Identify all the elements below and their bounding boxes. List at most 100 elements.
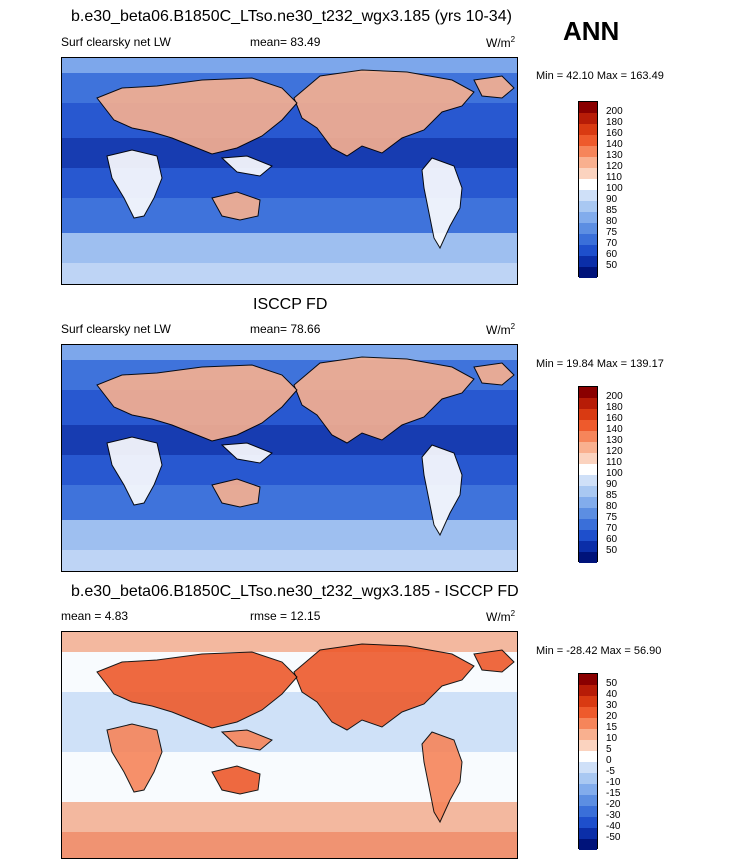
colorbar-swatch — [579, 157, 597, 168]
panel-1-units: W/m2 — [486, 35, 516, 50]
colorbar-swatch — [579, 740, 597, 751]
panel-1-map — [61, 57, 518, 285]
colorbar-swatch — [579, 519, 597, 530]
colorbar-swatch — [579, 773, 597, 784]
colorbar-tick-label: 10 — [606, 733, 618, 744]
colorbar-tick-label: 90 — [606, 479, 618, 490]
colorbar-swatches — [578, 101, 598, 278]
panel-1-min-max: Min = 42.10 Max = 163.49 — [536, 70, 664, 82]
panel-3-title: b.e30_beta06.B1850C_LTso.ne30_t232_wgx3.… — [71, 583, 519, 600]
colorbar-swatch — [579, 817, 597, 828]
colorbar-tick-label: 110 — [606, 457, 622, 468]
colorbar-swatch — [579, 552, 597, 563]
colorbar-tick-label: 110 — [606, 172, 622, 183]
colorbar-swatch — [579, 497, 597, 508]
colorbar-tick-label: -10 — [606, 777, 621, 788]
panel-2-min-max: Min = 19.84 Max = 139.17 — [536, 358, 664, 370]
colorbar-swatch — [579, 464, 597, 475]
panel-2-units: W/m2 — [486, 322, 516, 337]
colorbar-tick-label: 100 — [606, 468, 623, 479]
colorbar-tick-label: 20 — [606, 711, 618, 722]
colorbar-swatch — [579, 751, 597, 762]
colorbar-swatch — [579, 541, 597, 552]
colorbar-swatch — [579, 685, 597, 696]
colorbar-tick-label: 50 — [606, 545, 618, 556]
colorbar-tick-label: 80 — [606, 501, 618, 512]
colorbar-swatch — [579, 729, 597, 740]
colorbar-swatch — [579, 201, 597, 212]
colorbar-swatch — [579, 762, 597, 773]
colorbar-swatch — [579, 179, 597, 190]
colorbar-tick-label: 15 — [606, 722, 618, 733]
colorbar-swatch — [579, 168, 597, 179]
colorbar-swatch — [579, 398, 597, 409]
colorbar-swatch — [579, 135, 597, 146]
colorbar-swatch — [579, 431, 597, 442]
colorbar-tick-label: 30 — [606, 700, 618, 711]
colorbar-tick-label: 50 — [606, 260, 618, 271]
colorbar-swatch — [579, 245, 597, 256]
colorbar-swatch — [579, 486, 597, 497]
colorbar-tick-label: 130 — [606, 435, 623, 446]
panel-3-map — [61, 631, 518, 859]
colorbar-tick-label: 0 — [606, 755, 612, 766]
colorbar-swatch — [579, 387, 597, 398]
colorbar-tick-label: 180 — [606, 402, 623, 413]
colorbar-swatch — [579, 839, 597, 850]
colorbar-swatch — [579, 828, 597, 839]
colorbar-tick-label: 100 — [606, 183, 623, 194]
colorbar-swatch — [579, 442, 597, 453]
colorbar-tick-label: -40 — [606, 821, 621, 832]
colorbar-swatches — [578, 673, 598, 850]
colorbar-swatch — [579, 223, 597, 234]
panel-3-min-max: Min = -28.42 Max = 56.90 — [536, 645, 662, 657]
panel-3-rmse-label: rmse = 12.15 — [250, 609, 321, 623]
colorbar-swatch — [579, 113, 597, 124]
colorbar-swatch — [579, 420, 597, 431]
colorbar-tick-label: 90 — [606, 194, 618, 205]
colorbar-tick-label: 200 — [606, 391, 623, 402]
colorbar-swatch — [579, 212, 597, 223]
colorbar-swatches — [578, 386, 598, 563]
colorbar-tick-label: 75 — [606, 512, 618, 523]
colorbar-swatch — [579, 453, 597, 464]
colorbar-swatch — [579, 784, 597, 795]
colorbar-tick-label: 60 — [606, 249, 618, 260]
panel-2-mean-label: mean= 78.66 — [250, 322, 321, 336]
colorbar-tick-label: 160 — [606, 413, 623, 424]
colorbar-swatch — [579, 696, 597, 707]
colorbar-tick-label: -30 — [606, 810, 621, 821]
colorbar-swatch — [579, 718, 597, 729]
colorbar-tick-label: 5 — [606, 744, 612, 755]
colorbar-swatch — [579, 508, 597, 519]
colorbar-swatch — [579, 146, 597, 157]
panel-2-title: ISCCP FD — [253, 296, 328, 313]
colorbar-swatch — [579, 475, 597, 486]
colorbar-tick-label: 200 — [606, 106, 623, 117]
colorbar-swatch — [579, 707, 597, 718]
colorbar-swatch — [579, 102, 597, 113]
colorbar-swatch — [579, 409, 597, 420]
colorbar-tick-label: -15 — [606, 788, 621, 799]
panel-2-variable-label: Surf clearsky net LW — [61, 322, 171, 336]
colorbar-swatch — [579, 190, 597, 201]
colorbar-tick-label: 75 — [606, 227, 618, 238]
panel-1-mean-label: mean= 83.49 — [250, 35, 321, 49]
colorbar-swatch — [579, 234, 597, 245]
colorbar-tick-label: 85 — [606, 205, 618, 216]
panel-3-units: W/m2 — [486, 609, 516, 624]
colorbar-swatch — [579, 530, 597, 541]
colorbar-tick-label: 50 — [606, 678, 618, 689]
colorbar-swatch — [579, 256, 597, 267]
colorbar-tick-label: 80 — [606, 216, 618, 227]
colorbar-tick-label: 140 — [606, 139, 623, 150]
season-label: ANN — [563, 16, 620, 46]
colorbar-tick-label: 140 — [606, 424, 623, 435]
colorbar-tick-label: 70 — [606, 523, 618, 534]
panel-1-title: b.e30_beta06.B1850C_LTso.ne30_t232_wgx3.… — [71, 8, 512, 25]
colorbar-tick-label: -5 — [606, 766, 615, 777]
panel-1-variable-label: Surf clearsky net LW — [61, 35, 171, 49]
panel-3-mean-label: mean = 4.83 — [61, 609, 129, 623]
colorbar-swatch — [579, 124, 597, 135]
colorbar-tick-label: 60 — [606, 534, 618, 545]
